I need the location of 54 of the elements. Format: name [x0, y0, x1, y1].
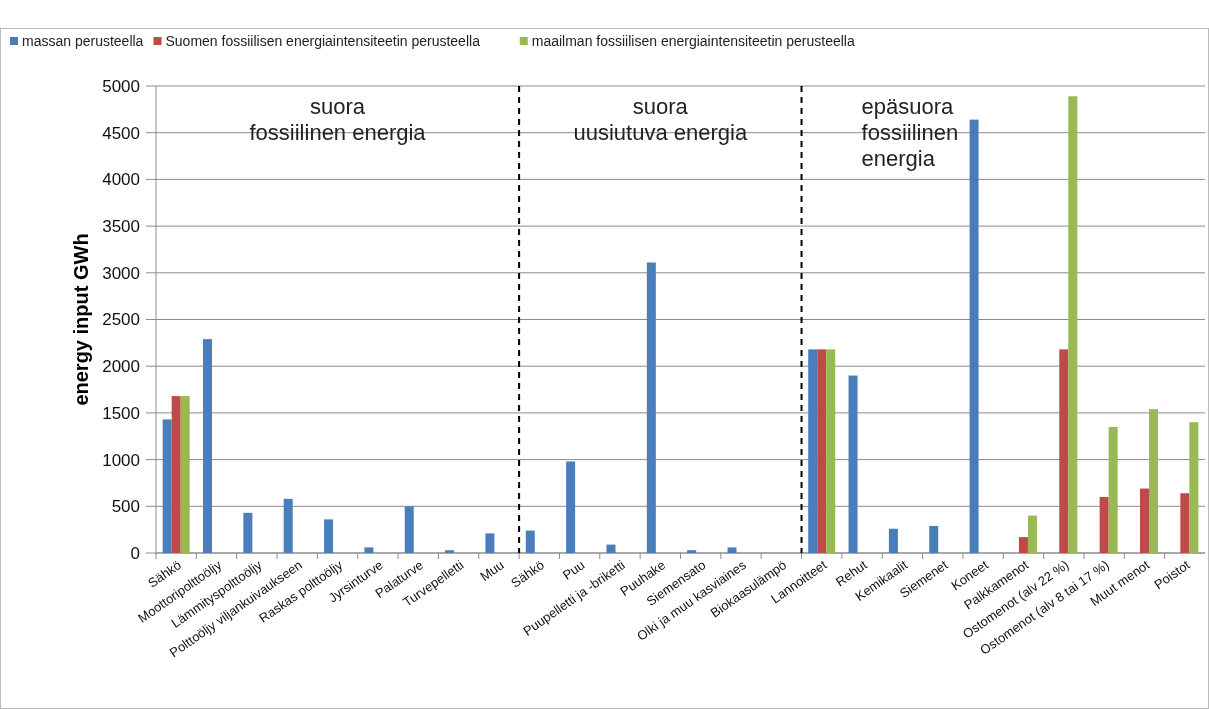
bar: [525, 530, 535, 553]
bar: [606, 544, 616, 553]
bar: [445, 550, 455, 553]
y-tick-label: 3000: [102, 263, 140, 283]
bar: [162, 419, 172, 553]
bar: [180, 396, 190, 553]
bar: [929, 525, 939, 553]
bar: [848, 375, 858, 553]
bar: [1018, 537, 1028, 553]
legend-label: Suomen fossiilisen energiaintensiteetin perusteella: [165, 33, 481, 49]
bar: [1189, 422, 1199, 553]
y-tick-label: 0: [130, 543, 140, 563]
y-tick-label: 1500: [102, 403, 140, 423]
y-tick-label: 4500: [102, 123, 140, 143]
bar: [485, 533, 495, 553]
bar: [566, 461, 576, 553]
bar: [1180, 493, 1190, 553]
bar: [826, 349, 836, 553]
bar: [1108, 426, 1118, 553]
bar: [646, 262, 656, 553]
legend-label: maailman fossiilisen energiaintensiteetin perusteella: [531, 33, 855, 49]
bar: [1027, 515, 1037, 553]
x-tick-label: Puu: [559, 557, 588, 583]
y-tick-label: 2500: [102, 310, 140, 330]
y-tick-label: 4000: [102, 170, 140, 190]
bar: [1059, 349, 1069, 553]
bar: [243, 512, 253, 553]
bar: [324, 519, 334, 553]
annotation: suora uusiutuva energia: [573, 94, 748, 145]
bar: [203, 339, 213, 553]
bar: [808, 349, 818, 553]
bar: [817, 349, 827, 553]
bar: [1148, 409, 1158, 553]
bar: [969, 119, 979, 553]
annotation: suora fossiilinen energia: [249, 94, 427, 145]
x-tick-label: Muu: [477, 557, 507, 584]
bar: [727, 547, 737, 553]
bar: [1068, 96, 1078, 553]
bar: [687, 550, 697, 553]
y-tick-label: 5000: [102, 76, 140, 96]
y-tick-label: 500: [111, 497, 140, 517]
y-tick-label: 3500: [102, 217, 140, 237]
y-axis-title: energy input GWh: [70, 233, 92, 406]
bar: [404, 506, 414, 553]
bar: [888, 528, 898, 553]
bar: [1139, 488, 1149, 553]
y-tick-label: 2000: [102, 357, 140, 377]
bar: [364, 547, 374, 553]
bar: [171, 396, 181, 553]
bar: [1099, 496, 1109, 553]
y-tick-label: 1000: [102, 450, 140, 470]
legend-label: massan perusteella: [22, 33, 144, 49]
bar: [283, 498, 293, 553]
annotation: epäsuora fossiilinen energia: [861, 94, 959, 171]
